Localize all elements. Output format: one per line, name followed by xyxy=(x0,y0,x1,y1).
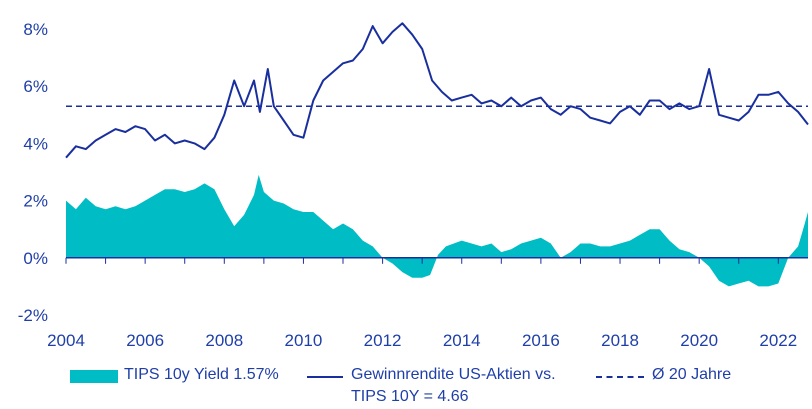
legend-label-equity-line1: Gewinnrendite US-Aktien vs. xyxy=(351,366,556,383)
y-tick-label: 4% xyxy=(23,134,48,153)
equity-yield-line xyxy=(65,22,809,159)
x-tick-label: 2018 xyxy=(601,331,639,350)
x-tick-label: 2020 xyxy=(680,331,718,350)
tips-yield-area xyxy=(66,174,808,287)
x-tick-label: 2014 xyxy=(443,331,481,350)
legend-label-equity: Gewinnrendite US-Aktien vs. TIPS 10Y = 4… xyxy=(351,364,556,408)
y-tick-label: 2% xyxy=(23,192,48,211)
legend-label-equity-line2: TIPS 10Y = 4.66 xyxy=(351,388,469,405)
x-axis-labels: 2004 2006 2008 2010 2012 2014 2016 2018 2020 2022 xyxy=(47,331,797,350)
y-axis-labels: 8% 6% 4% 2% 0% -2% xyxy=(18,20,48,325)
legend-swatch-equity xyxy=(307,376,343,378)
legend-label-average: Ø 20 Jahre xyxy=(652,366,732,383)
y-tick-label: -2% xyxy=(18,306,48,325)
x-tick-label: 2004 xyxy=(47,331,85,350)
y-tick-label: 0% xyxy=(23,249,48,268)
x-tick-label: 2010 xyxy=(285,331,323,350)
legend-item-tips: TIPS 10y Yield 1.57% xyxy=(70,364,279,386)
y-tick-label: 8% xyxy=(23,20,48,39)
legend-item-average: Ø 20 Jahre xyxy=(596,364,731,386)
plot-area xyxy=(65,22,809,287)
legend: TIPS 10y Yield 1.57% Gewinnrendite US-Ak… xyxy=(0,364,812,409)
legend-label-tips: TIPS 10y Yield 1.57% xyxy=(124,366,279,383)
x-tick-label: 2012 xyxy=(364,331,402,350)
legend-item-equity: Gewinnrendite US-Aktien vs. TIPS 10Y = 4… xyxy=(307,364,556,408)
x-tick-label: 2022 xyxy=(759,331,797,350)
chart: 8%6%4%2%0%-2% 2004 2006 2008 2010 2012 2014 20… xyxy=(18,20,809,350)
legend-swatch-average xyxy=(596,376,644,378)
x-tick-label: 2006 xyxy=(126,331,164,350)
y-tick-label: 6% xyxy=(23,77,48,96)
x-tick-label: 2008 xyxy=(205,331,243,350)
x-tick-marks xyxy=(65,257,779,264)
x-tick-label: 2016 xyxy=(522,331,560,350)
legend-swatch-tips xyxy=(70,370,118,383)
